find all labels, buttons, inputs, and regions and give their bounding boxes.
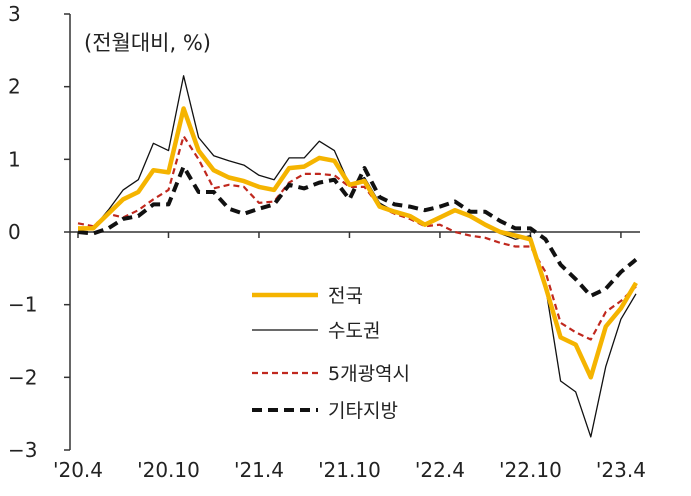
legend-label-0: 전국 xyxy=(328,285,363,307)
x-tick-label: '21.4 xyxy=(234,458,284,482)
y-tick-labels: 3 2 1 0 −1 −2 −3 xyxy=(8,2,37,462)
x-ticks xyxy=(77,232,622,238)
legend-label-1: 수도권 xyxy=(328,320,380,342)
unit-label: (전월대비, %) xyxy=(84,31,211,55)
series-line-3 xyxy=(77,164,638,298)
x-tick-label: '21.10 xyxy=(318,458,381,482)
y-tick-label: −2 xyxy=(8,365,37,389)
x-tick-label: '20.10 xyxy=(137,458,200,482)
y-tick-label: −1 xyxy=(8,293,37,317)
x-tick-labels: '20.4 '20.10 '21.4 '21.10 '22.4 '22.10 '23.4 xyxy=(53,458,646,482)
y-ticks xyxy=(64,13,70,451)
legend-label-3: 기타지방 xyxy=(328,400,398,422)
series-lines xyxy=(77,75,638,438)
x-tick-label: '22.10 xyxy=(499,458,562,482)
series-line-0 xyxy=(78,106,638,380)
y-tick-label: −3 xyxy=(8,438,37,462)
y-tick-label: 3 xyxy=(8,2,21,26)
x-tick-label: '23.4 xyxy=(596,458,646,482)
series-line-2 xyxy=(77,135,637,341)
x-tick-label: '22.4 xyxy=(415,458,465,482)
y-tick-label: 0 xyxy=(8,220,21,244)
y-tick-label: 2 xyxy=(8,75,21,99)
x-tick-label: '20.4 xyxy=(53,458,103,482)
y-tick-label: 1 xyxy=(8,147,21,171)
legend-label-2: 5개광역시 xyxy=(328,363,410,385)
